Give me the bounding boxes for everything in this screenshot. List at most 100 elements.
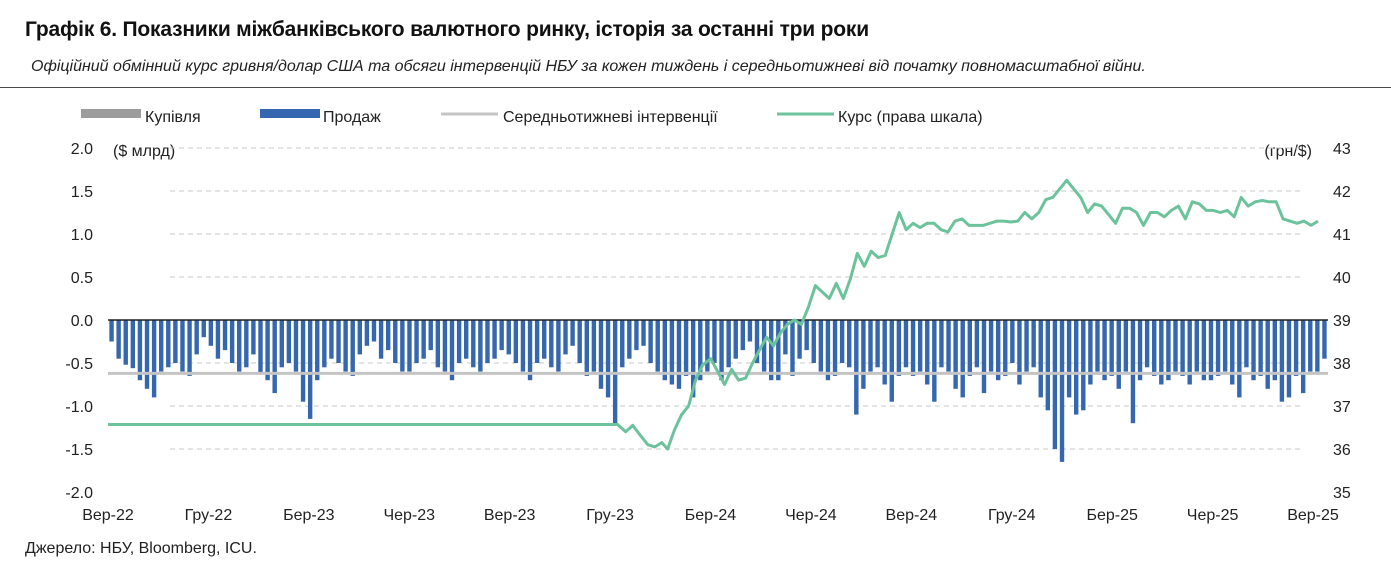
sell-bar <box>1024 320 1029 372</box>
sell-bar <box>598 320 604 389</box>
right-tick-label: 42 <box>1333 184 1351 201</box>
sell-bar <box>549 320 554 368</box>
sell-bar <box>1265 320 1270 389</box>
header-divider <box>0 87 1391 88</box>
sell-bar <box>612 320 618 424</box>
left-tick-label: -0.5 <box>65 356 93 373</box>
sell-bar <box>847 320 852 368</box>
sell-bar <box>222 320 228 351</box>
right-tick-label: 35 <box>1333 485 1351 502</box>
sell-bar <box>1187 320 1192 385</box>
sell-bar <box>492 320 497 359</box>
sell-bar <box>1308 320 1313 372</box>
sell-bar <box>1038 320 1043 398</box>
x-tick-label: Гру-24 <box>988 507 1036 524</box>
sell-bar <box>1244 320 1249 368</box>
sell-bar <box>463 320 469 359</box>
sell-bar <box>456 320 462 363</box>
sell-bars <box>109 320 1327 462</box>
sell-bar <box>1059 320 1065 462</box>
sell-bar <box>1003 320 1008 376</box>
left-tick-label: -1.0 <box>65 399 93 416</box>
sell-bar <box>740 320 746 351</box>
sell-bar <box>1123 320 1129 372</box>
sell-bar <box>648 320 653 363</box>
left-tick-label: 0.5 <box>71 270 93 287</box>
sell-bar <box>1300 320 1306 394</box>
sell-bar <box>1201 320 1207 381</box>
sell-bar <box>839 320 845 363</box>
sell-bar <box>506 320 511 355</box>
sell-bar <box>208 320 214 346</box>
sell-bar <box>1017 320 1022 385</box>
sell-bar <box>542 320 547 359</box>
sell-bar <box>719 320 724 381</box>
sell-bar <box>953 320 958 389</box>
sell-bar <box>194 320 199 355</box>
sell-bar <box>1180 320 1185 376</box>
left-axis-ticks: 2.0 1.5 1.0 0.5 0.0 -0.5 -1.0 -1.5 -2.0 <box>65 141 93 502</box>
x-tick-label: Бер-24 <box>685 507 737 524</box>
sell-bar <box>1052 320 1058 449</box>
sell-bar <box>237 320 242 372</box>
gridlines <box>170 147 1300 450</box>
right-axis-unit: (грн/$) <box>1264 143 1312 160</box>
right-tick-label: 37 <box>1333 399 1351 416</box>
x-tick-label: Гру-22 <box>185 507 233 524</box>
sell-bar <box>811 320 816 363</box>
sell-bar <box>151 320 157 398</box>
sell-bar <box>251 320 256 355</box>
sell-bar <box>620 320 625 368</box>
sell-bar <box>1066 320 1072 398</box>
sell-bar <box>932 320 937 402</box>
sell-bar <box>783 320 788 355</box>
x-tick-label: Вер-23 <box>484 507 536 524</box>
sell-bar <box>343 320 348 372</box>
sell-bar <box>137 320 143 381</box>
sell-bar <box>1194 320 1199 372</box>
sell-bar <box>315 320 320 381</box>
sell-bar <box>414 320 419 363</box>
sell-bar <box>662 320 668 381</box>
sell-bar <box>925 320 930 385</box>
sell-bar <box>698 320 703 381</box>
sell-bar <box>1230 320 1235 385</box>
right-tick-label: 36 <box>1333 442 1351 459</box>
sell-bar <box>1159 320 1164 385</box>
sell-bar <box>449 320 455 381</box>
sell-bar <box>513 320 519 363</box>
sell-bar <box>1293 320 1299 376</box>
x-tick-label: Вер-22 <box>82 507 134 524</box>
sell-bar <box>974 320 980 368</box>
sell-bar <box>1272 320 1278 381</box>
sell-bar <box>265 320 270 381</box>
sell-bar <box>634 320 639 351</box>
sell-bar <box>201 320 206 338</box>
sell-bar <box>407 320 412 372</box>
sell-bar <box>400 320 405 372</box>
sell-bar <box>641 320 646 346</box>
sell-bar <box>187 320 192 376</box>
sell-bar <box>790 320 795 376</box>
sell-bar <box>1116 320 1121 389</box>
sell-bar <box>378 320 384 359</box>
x-tick-label: Вер-24 <box>886 507 938 524</box>
sell-bar <box>705 320 710 372</box>
sell-bar <box>910 320 916 376</box>
sell-bar <box>570 320 575 346</box>
sell-bar <box>676 320 682 389</box>
sell-bar <box>109 320 114 342</box>
sell-bar <box>818 320 824 372</box>
sell-bar <box>875 320 880 368</box>
sell-bar <box>967 320 973 376</box>
sell-bar <box>527 320 533 381</box>
sell-bar <box>655 320 660 372</box>
sell-bar <box>336 320 341 363</box>
legend-label-rate: Курс (права шкала) <box>838 109 983 126</box>
sell-bar <box>747 320 753 342</box>
exchange-rate-line <box>108 178 1319 451</box>
sell-bar <box>768 320 774 381</box>
sell-bar <box>1215 320 1221 376</box>
right-tick-label: 43 <box>1333 141 1351 158</box>
sell-bar <box>520 320 526 372</box>
